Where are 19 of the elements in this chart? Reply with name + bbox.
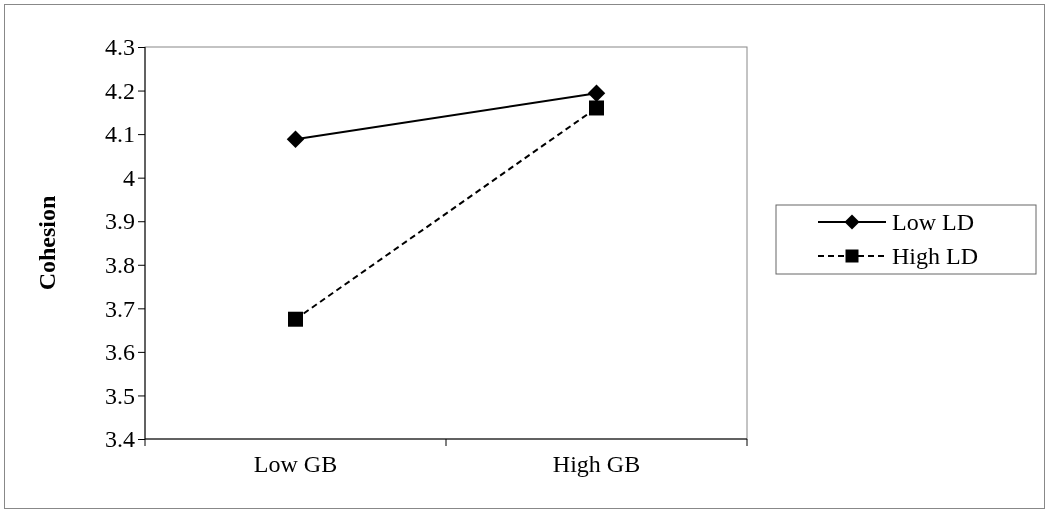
legend-label: Low LD	[892, 209, 974, 235]
y-axis-title: Cohesion	[34, 195, 60, 291]
legend-label: High LD	[892, 243, 978, 269]
y-tick-label: 3.4	[105, 426, 135, 453]
point	[286, 130, 305, 149]
y-tick-label: 4.2	[105, 77, 135, 104]
y-tick-label: 3.9	[105, 208, 135, 235]
point	[589, 100, 604, 116]
x-tick-label: High GB	[552, 451, 641, 478]
y-tick-label: 3.7	[105, 295, 135, 322]
y-tick-label: 4.1	[105, 121, 135, 148]
y-tick-label: 3.8	[105, 251, 135, 278]
point	[288, 311, 303, 327]
y-tick-label: 3.6	[105, 339, 135, 366]
x-tick-label: Low GB	[253, 451, 338, 478]
point	[587, 84, 606, 102]
y-tick-label: 4	[123, 164, 135, 191]
y-tick-label: 4.3	[105, 34, 135, 61]
y-tick-label: 3.5	[105, 382, 135, 409]
